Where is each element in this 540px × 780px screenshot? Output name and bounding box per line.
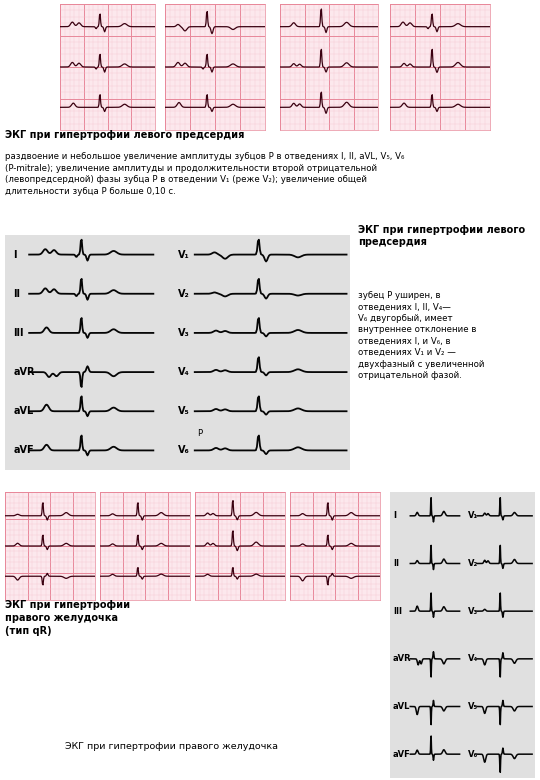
Text: V₅: V₅: [178, 406, 189, 417]
Text: aVR: aVR: [14, 367, 35, 377]
Text: III: III: [393, 607, 402, 615]
Text: aVR: aVR: [393, 654, 411, 663]
Text: aVL: aVL: [14, 406, 34, 417]
Text: aVF: aVF: [393, 750, 410, 759]
Text: ЭКГ при гипертрофии правого желудочка: ЭКГ при гипертрофии правого желудочка: [65, 742, 278, 751]
Text: P: P: [197, 429, 202, 438]
Text: ЭКГ при гипертрофии
правого желудочка
(тип qR): ЭКГ при гипертрофии правого желудочка (т…: [5, 600, 131, 636]
Text: V₃: V₃: [468, 607, 478, 615]
Text: V₄: V₄: [468, 654, 478, 663]
Text: aVF: aVF: [14, 445, 34, 456]
Text: III: III: [14, 328, 24, 338]
Text: ЭКГ при гипертрофии левого
предсердия: ЭКГ при гипертрофии левого предсердия: [358, 225, 525, 247]
Text: V₁: V₁: [468, 512, 478, 520]
Text: I: I: [14, 250, 17, 260]
Text: V₆: V₆: [468, 750, 478, 759]
Text: aVL: aVL: [393, 702, 410, 711]
Text: I: I: [393, 512, 396, 520]
Text: ЭКГ при гипертрофии левого предсердия: ЭКГ при гипертрофии левого предсердия: [5, 130, 245, 140]
Text: V₄: V₄: [178, 367, 189, 377]
Text: V₂: V₂: [468, 559, 478, 568]
Text: V₁: V₁: [178, 250, 189, 260]
Text: зубец Р уширен, в
отведениях I, II, V₄—
V₆ двугорбый, имеет
внутреннее отклонени: зубец Р уширен, в отведениях I, II, V₄— …: [358, 291, 484, 380]
Text: V₃: V₃: [178, 328, 189, 338]
Text: II: II: [14, 289, 21, 299]
Text: V₅: V₅: [468, 702, 478, 711]
Text: раздвоение и небольшое увеличение амплитуды зубцов Р в отведениях I, II, aVL, V₅: раздвоение и небольшое увеличение амплит…: [5, 152, 405, 196]
Text: V₂: V₂: [178, 289, 189, 299]
Text: II: II: [393, 559, 399, 568]
Text: V₆: V₆: [178, 445, 189, 456]
